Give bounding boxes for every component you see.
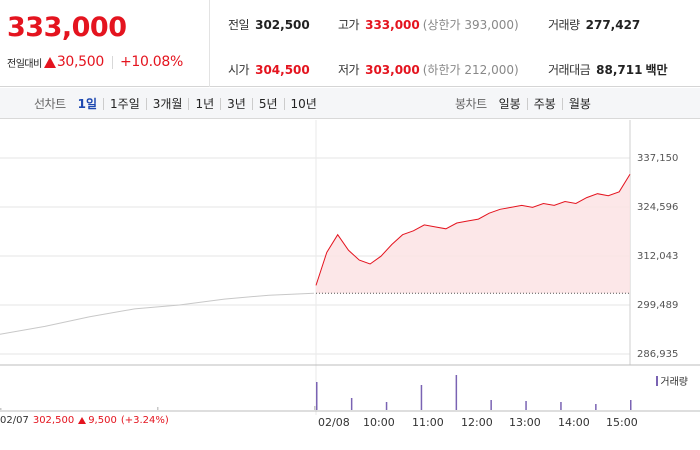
volume-bar — [420, 385, 423, 410]
high-label: 고가 — [338, 18, 360, 32]
intraday-area-fill — [316, 174, 630, 294]
change-rate: +10.08% — [120, 54, 184, 70]
low-label: 저가 — [338, 63, 360, 77]
price-box: 333,000 전일대비 30,500 +10.08% — [0, 0, 210, 87]
line-chart-title: 선차트 — [34, 97, 66, 111]
prev-day-price-line — [0, 292, 315, 335]
prev-day-rate: (+3.24%) — [120, 415, 169, 426]
tab-5y[interactable]: 5년 — [258, 97, 278, 111]
prev-close-label: 전일 — [228, 18, 250, 32]
volume-bar — [385, 402, 388, 410]
candle-chart-title: 봉차트 — [455, 97, 487, 111]
y-tick-label: 312,043 — [637, 251, 678, 262]
volume-bar — [0, 408, 2, 410]
y-tick-label: 299,489 — [637, 300, 678, 311]
volume-bar — [595, 404, 597, 410]
volume-bar — [350, 398, 353, 410]
x-tick-label: 11:00 — [412, 416, 444, 429]
x-tick-label: 02/08 — [318, 416, 350, 429]
tab-3m[interactable]: 3개월 — [152, 97, 183, 111]
amount-unit: 백만 — [645, 63, 668, 77]
volume-bar — [490, 400, 492, 410]
volume-bar — [157, 407, 159, 410]
volume-value: 277,427 — [585, 18, 641, 32]
open-label: 시가 — [228, 63, 250, 77]
tab-1d[interactable]: 1일 — [77, 97, 98, 111]
x-tick-label: 15:00 — [606, 416, 638, 429]
chart-tab-bar: 선차트 1일 1주일 3개월 1년 3년 5년 10년 봉차트 일봉 주봉 월봉 — [0, 88, 700, 119]
change-row: 전일대비 30,500 +10.08% — [7, 54, 183, 70]
volume-cell: 거래량 277,427 — [548, 16, 640, 33]
divider — [526, 97, 528, 110]
x-tick-label: 10:00 — [363, 416, 395, 429]
y-tick-label: 286,935 — [637, 349, 678, 360]
low-cell: 저가 303,000 (하한가 212,000) — [338, 61, 519, 78]
high-cell: 고가 333,000 (상한가 393,000) — [338, 16, 519, 33]
change-label: 전일대비 — [7, 58, 42, 70]
legend-swatch — [656, 375, 659, 386]
line-chart-tabs: 선차트 1일 1주일 3개월 1년 3년 5년 10년 — [34, 88, 317, 119]
up-triangle-icon — [43, 56, 56, 68]
low-value: 303,000 — [365, 63, 420, 77]
amount-value: 88,711 — [596, 63, 643, 77]
tab-monthly[interactable]: 월봉 — [568, 97, 591, 111]
divider — [561, 97, 563, 110]
divider — [145, 97, 147, 110]
tab-1w[interactable]: 1주일 — [110, 97, 140, 111]
volume-bar — [314, 406, 316, 410]
open-cell: 시가 304,500 — [228, 61, 310, 78]
lower-limit: (하한가 212,000) — [422, 63, 519, 77]
amount-cell: 거래대금 88,711 백만 — [548, 61, 668, 78]
x-tick-label: 13:00 — [509, 416, 541, 429]
volume-bar — [455, 375, 458, 410]
tab-1y[interactable]: 1년 — [195, 97, 215, 111]
divider — [220, 97, 222, 110]
tab-daily[interactable]: 일봉 — [498, 97, 521, 111]
volume-label: 거래량 — [548, 18, 580, 32]
x-tick-label: 14:00 — [558, 416, 590, 429]
quote-panel: 333,000 전일대비 30,500 +10.08% 전일 302,500 고… — [0, 0, 700, 87]
tab-weekly[interactable]: 주봉 — [533, 97, 556, 111]
volume-legend: 거래량 — [656, 373, 688, 388]
volume-legend-label: 거래량 — [660, 377, 688, 388]
price-chart[interactable]: 337,150 324,596 312,043 299,489 286,935 … — [0, 120, 700, 450]
candle-chart-tabs: 봉차트 일봉 주봉 월봉 — [455, 88, 591, 119]
current-price: 333,000 — [7, 12, 127, 43]
up-triangle-icon — [78, 417, 87, 424]
prev-day-price: 302,500 — [32, 415, 75, 426]
divider — [103, 97, 105, 110]
upper-limit: (상한가 393,000) — [422, 18, 519, 32]
y-tick-label: 324,596 — [637, 202, 678, 213]
prev-day-info: 02/07 302,500 9,500 (+3.24%) — [0, 415, 169, 426]
change-amount: 30,500 — [56, 54, 104, 70]
prev-day-change: 9,500 — [88, 415, 117, 426]
y-tick-label: 337,150 — [637, 153, 678, 164]
tab-10y[interactable]: 10년 — [290, 97, 317, 111]
open-value: 304,500 — [255, 63, 310, 77]
prev-close-cell: 전일 302,500 — [228, 16, 310, 33]
amount-label: 거래대금 — [548, 63, 591, 77]
x-tick-label: 12:00 — [461, 416, 493, 429]
high-value: 333,000 — [365, 18, 420, 32]
divider — [251, 97, 253, 110]
tab-3y[interactable]: 3년 — [227, 97, 246, 111]
intraday-price-line — [315, 173, 631, 286]
volume-bar — [525, 401, 527, 410]
prev-day-date: 02/07 — [0, 415, 29, 426]
volume-bar — [560, 402, 562, 410]
prev-close-value: 302,500 — [255, 18, 310, 32]
volume-bar — [630, 400, 632, 410]
volume-bar — [316, 382, 318, 410]
divider — [188, 97, 190, 110]
divider — [283, 97, 285, 110]
volume-bars — [0, 375, 632, 410]
divider — [112, 55, 113, 69]
